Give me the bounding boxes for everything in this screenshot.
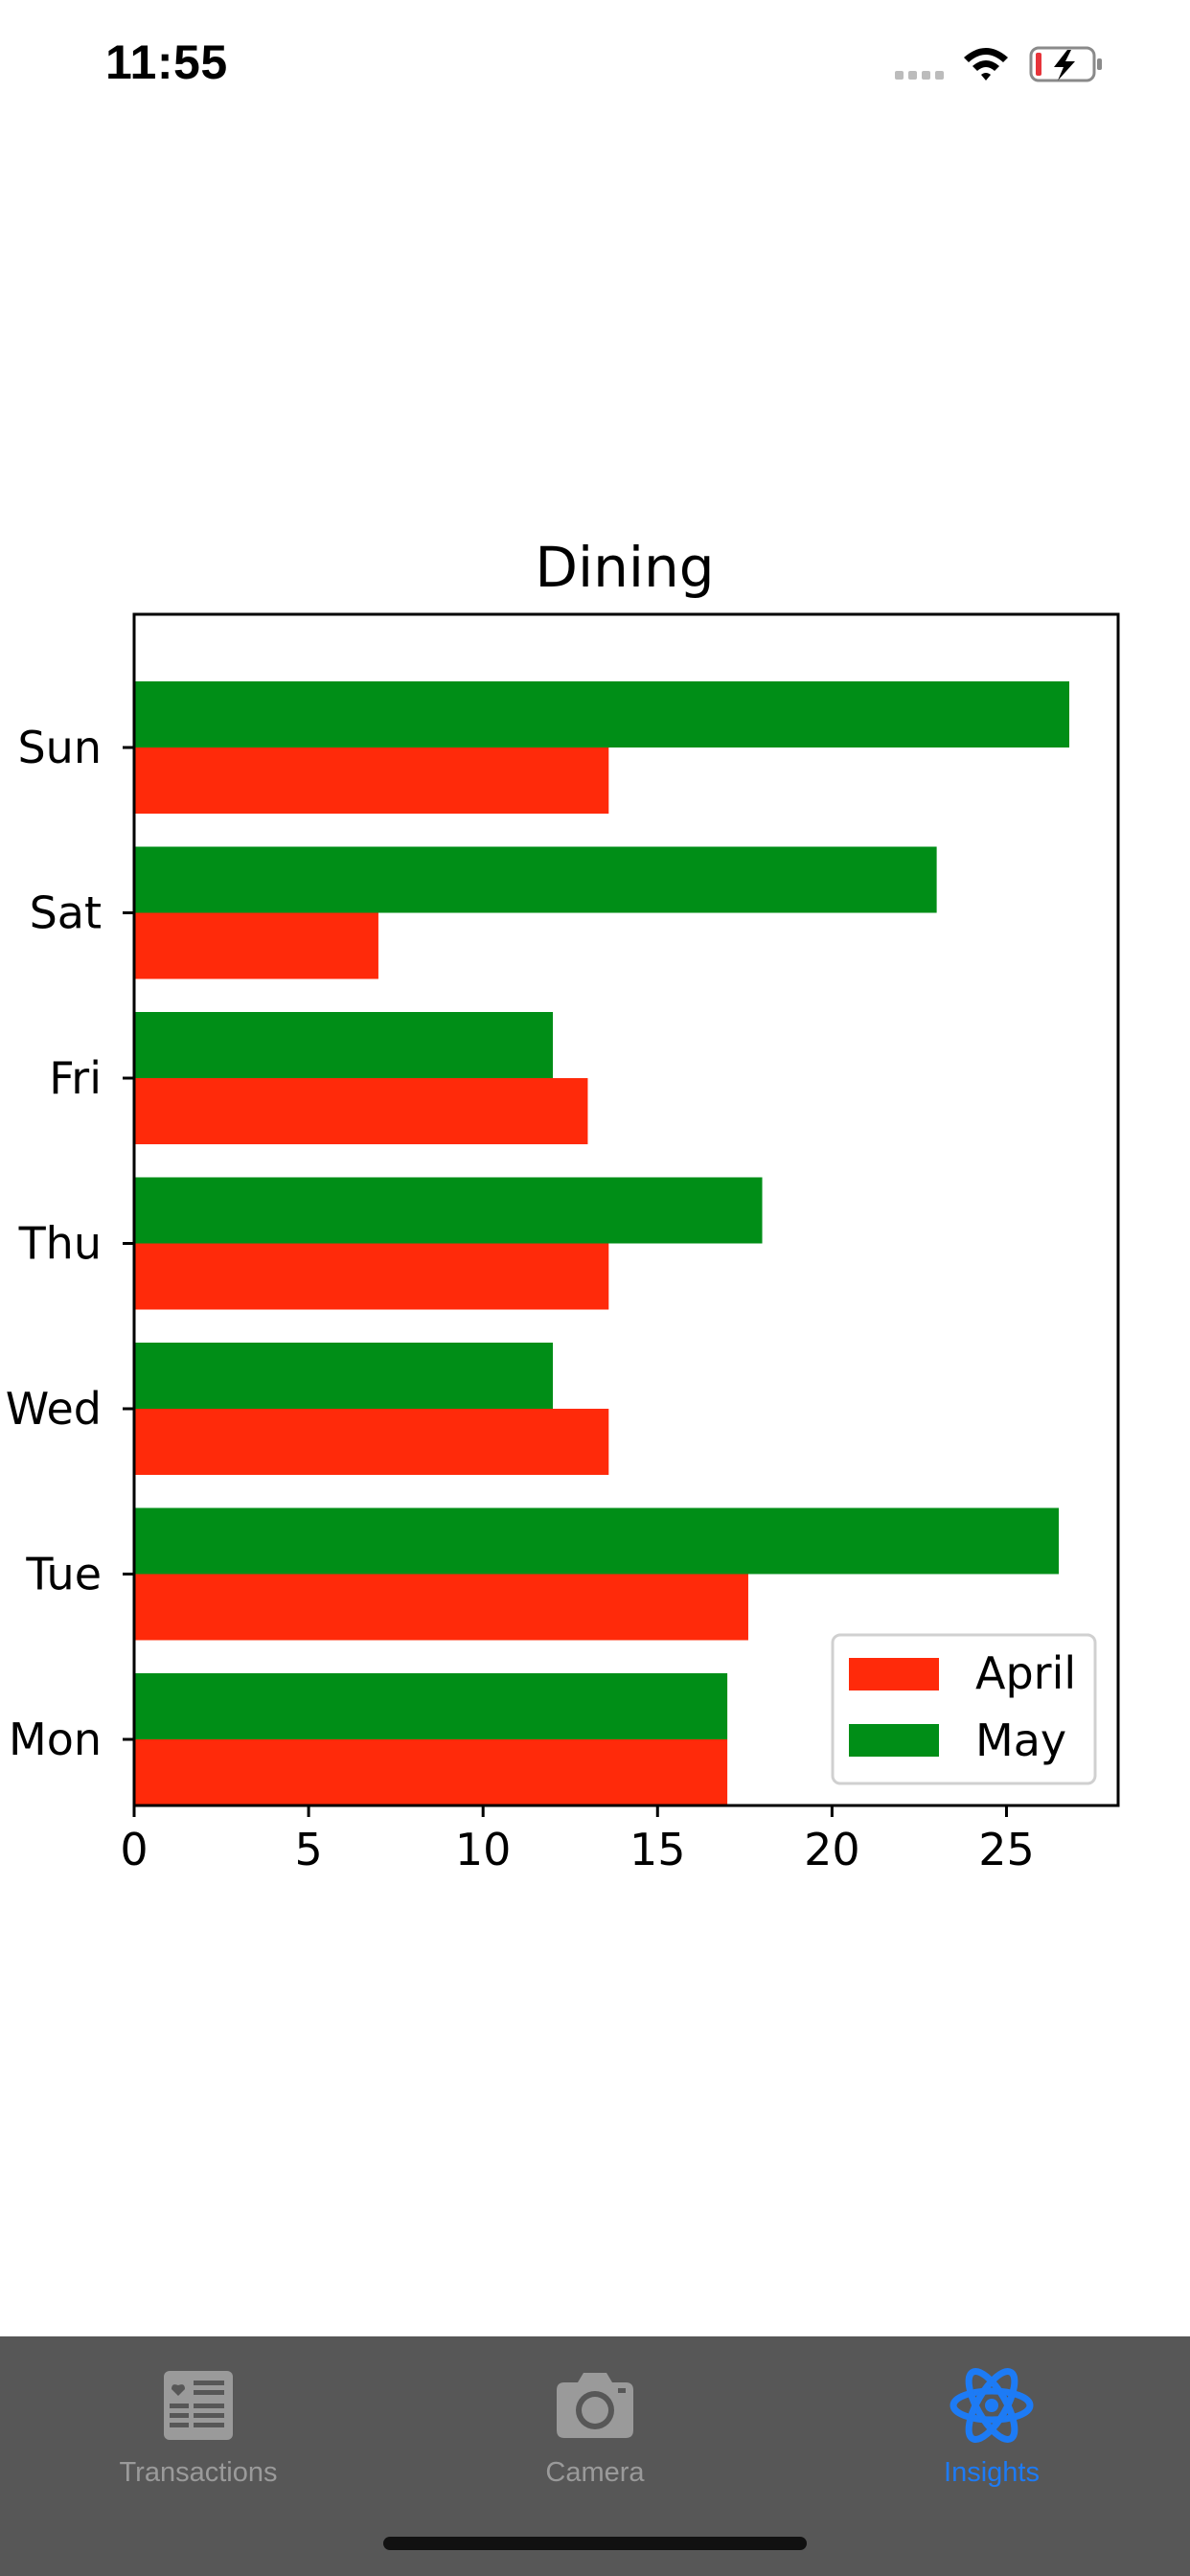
bar-april-tue bbox=[134, 1574, 748, 1641]
bar-may-sun bbox=[134, 681, 1070, 748]
x-tick-label-15: 15 bbox=[629, 1824, 686, 1875]
y-tick-label-sat: Sat bbox=[30, 887, 102, 939]
chart-title: Dining bbox=[535, 535, 714, 600]
home-indicator bbox=[383, 2537, 807, 2550]
bar-may-mon bbox=[134, 1673, 728, 1739]
bar-may-wed bbox=[134, 1343, 554, 1409]
legend-swatch-april bbox=[849, 1658, 939, 1690]
bar-april-fri bbox=[134, 1078, 588, 1144]
status-icons bbox=[895, 46, 1102, 82]
plot-frame bbox=[132, 612, 1120, 1807]
x-tick-label-25: 25 bbox=[978, 1824, 1035, 1875]
tab-label-transactions: Transactions bbox=[119, 2457, 278, 2488]
battery-charging-icon bbox=[1029, 46, 1102, 82]
atom-icon bbox=[950, 2368, 1034, 2443]
news-icon bbox=[164, 2371, 233, 2440]
x-tick-label-5: 5 bbox=[294, 1824, 322, 1875]
chart-legend: April May bbox=[831, 1633, 1097, 1785]
tab-bar: Transactions Camera Insights bbox=[0, 2336, 1190, 2576]
x-tick-label-0: 0 bbox=[120, 1824, 148, 1875]
signal-dots-icon bbox=[895, 71, 944, 80]
y-tick-label-fri: Fri bbox=[49, 1052, 102, 1104]
x-axis: 0 5 10 15 20 25 bbox=[120, 1806, 1035, 1875]
status-bar: 11:55 bbox=[0, 0, 1190, 126]
tab-transactions[interactable]: Transactions bbox=[0, 2336, 397, 2509]
bar-april-thu bbox=[134, 1243, 609, 1310]
x-tick-label-20: 20 bbox=[804, 1824, 860, 1875]
status-time: 11:55 bbox=[105, 35, 228, 89]
legend-label-may: May bbox=[975, 1714, 1066, 1766]
x-tick-label-10: 10 bbox=[455, 1824, 512, 1875]
bar-april-sat bbox=[134, 912, 378, 979]
tab-insights[interactable]: Insights bbox=[793, 2336, 1190, 2509]
bar-april-sun bbox=[134, 748, 609, 814]
bars-layer bbox=[134, 681, 1070, 1806]
legend-swatch-may bbox=[849, 1724, 939, 1757]
tab-camera[interactable]: Camera bbox=[397, 2336, 793, 2509]
camera-icon bbox=[557, 2373, 633, 2438]
tab-label-camera: Camera bbox=[545, 2457, 645, 2488]
y-tick-label-sun: Sun bbox=[17, 722, 102, 773]
bar-may-sat bbox=[134, 846, 937, 913]
y-tick-label-thu: Thu bbox=[18, 1218, 102, 1270]
bar-may-tue bbox=[134, 1507, 1060, 1575]
bar-may-fri bbox=[134, 1012, 554, 1078]
dining-chart: Dining Mon Tue Wed Thu Fri Sat Sun 0 5 10 15 20 25 … bbox=[0, 518, 1190, 1898]
bar-may-thu bbox=[134, 1177, 763, 1244]
tab-label-insights: Insights bbox=[944, 2457, 1040, 2488]
y-axis: Mon Tue Wed Thu Fri Sat Sun bbox=[6, 722, 134, 1765]
wifi-icon bbox=[964, 48, 1008, 80]
bar-april-mon bbox=[134, 1739, 728, 1806]
bar-april-wed bbox=[134, 1409, 609, 1475]
y-tick-label-tue: Tue bbox=[25, 1549, 102, 1600]
legend-label-april: April bbox=[975, 1647, 1076, 1699]
y-tick-label-wed: Wed bbox=[6, 1383, 102, 1435]
y-tick-label-mon: Mon bbox=[9, 1714, 102, 1765]
